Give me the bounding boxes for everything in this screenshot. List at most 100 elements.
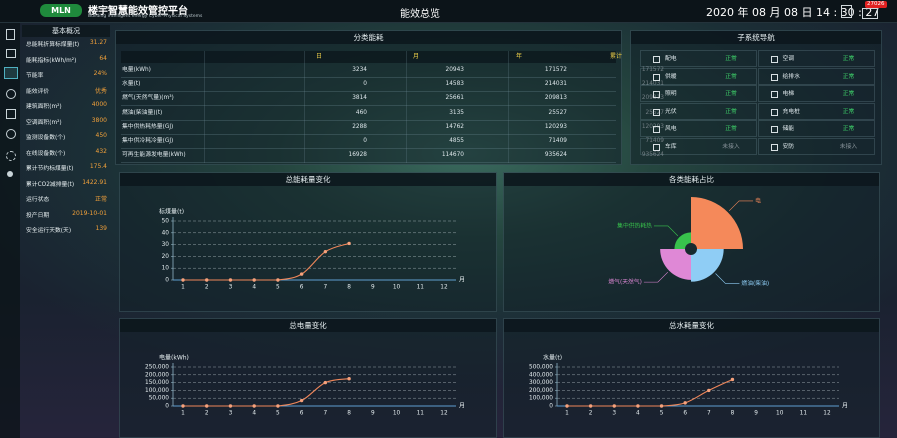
subsystem-cell[interactable]: 风电 正常 — [640, 120, 757, 137]
y-tick-label: 300,000 — [529, 380, 553, 386]
nav-icon[interactable] — [6, 109, 16, 119]
subsystem-status: 正常 — [725, 91, 737, 97]
subsystem-icon — [770, 73, 778, 81]
cell-value: 0 — [363, 138, 367, 144]
panel-title: 分类能耗 — [116, 31, 621, 44]
row-line — [121, 148, 616, 149]
cell-value: 3814 — [352, 95, 367, 102]
subsystem-cell[interactable]: 充电桩 正常 — [757, 102, 875, 120]
x-tick-label: 9 — [371, 285, 375, 291]
x-tick-label: 3 — [229, 411, 233, 417]
subsystem-cell[interactable]: 给排水 正常 — [757, 67, 875, 85]
overview-value: 1422.91 — [82, 178, 107, 186]
subsystem-name: 充电桩 — [782, 108, 800, 115]
y-axis-label: 水量(t) — [543, 354, 562, 362]
subsystem-cell[interactable]: 配电 正常 — [640, 50, 757, 67]
y-tick-label: 20 — [162, 254, 170, 260]
label-leader — [728, 200, 754, 212]
rose-segment — [691, 249, 724, 282]
subsystem-name: 光伏 — [665, 108, 677, 115]
data-point — [181, 278, 185, 282]
x-tick-label: 11 — [417, 285, 425, 291]
subsystem-name: 给排水 — [782, 73, 800, 80]
overview-label: 能耗指标(kWh/m²) — [26, 57, 77, 64]
subsystem-cell[interactable]: 供暖 正常 — [640, 67, 757, 85]
x-tick-label: 12 — [823, 411, 831, 417]
x-tick-label: 8 — [347, 285, 351, 291]
subsystem-cell[interactable]: 照明 正常 — [640, 85, 757, 102]
subsystem-cell[interactable]: 安防 未接入 — [757, 137, 875, 155]
subsystem-status: 正常 — [725, 56, 737, 62]
subsystem-name: 储能 — [782, 126, 795, 132]
row-line — [121, 162, 616, 164]
y-tick-label: 200,000 — [145, 372, 169, 378]
row-label: 水量(t) — [122, 81, 141, 88]
subsystem-icon — [653, 91, 660, 98]
chart-title: 总电量变化 — [120, 319, 496, 332]
subsystem-cell[interactable]: 电梯 正常 — [757, 85, 875, 102]
x-tick-label: 8 — [731, 411, 735, 417]
x-tick-label: 9 — [754, 411, 758, 417]
alarm-icon[interactable] — [862, 8, 878, 19]
cell-value: 14762 — [445, 123, 464, 130]
nav-icon[interactable] — [6, 29, 15, 40]
rose-segment — [691, 197, 743, 249]
subsystem-icon — [770, 91, 778, 98]
subsystem-name: 照明 — [665, 91, 677, 97]
subsystem-cell[interactable]: 光伏 正常 — [640, 102, 757, 120]
subsystem-status: 正常 — [842, 91, 855, 97]
y-axis-label: 标煤量(t) — [159, 208, 184, 216]
subsystem-cell[interactable]: 空调 正常 — [757, 50, 875, 67]
x-tick-label: 3 — [612, 411, 616, 417]
y-tick-label: 40 — [162, 230, 170, 236]
nav-icon[interactable] — [6, 49, 16, 58]
datetime: 2020 年 08 月 08 日 14 : 30 : 27 — [706, 6, 880, 19]
overview-label: 运行状态 — [26, 197, 50, 203]
subsystem-icon — [770, 143, 778, 151]
x-tick-label: 2 — [205, 285, 209, 291]
data-point — [299, 398, 304, 403]
user-icon[interactable] — [841, 5, 852, 18]
nav-icon[interactable] — [6, 129, 16, 139]
cell-value: 20943 — [445, 67, 464, 73]
nav-icon-active[interactable] — [4, 67, 18, 79]
data-point — [659, 404, 664, 408]
rose-segment — [674, 232, 691, 249]
subsystem-icon — [653, 56, 660, 63]
nav-icon[interactable] — [7, 171, 13, 177]
row-line — [121, 133, 616, 135]
column-header: 日 — [315, 53, 322, 60]
subsystem-cell[interactable]: 储能 正常 — [757, 120, 875, 137]
alarm-badge[interactable]: 27026 — [865, 1, 887, 8]
y-tick-label: 50,000 — [149, 396, 170, 402]
label-leader — [653, 225, 679, 237]
x-tick-label: 1 — [181, 285, 185, 291]
x-tick-label: 12 — [440, 411, 448, 417]
subsystem-status: 未接入 — [722, 143, 740, 150]
column-header: 年 — [515, 53, 522, 60]
cell-value: 460 — [355, 109, 367, 116]
chart-panel: 水量(t) 0 100,000 200,000 300,000 400,000 500,00… — [503, 318, 880, 438]
data-point — [276, 404, 280, 408]
nav-icon[interactable] — [6, 89, 16, 99]
cell-value: 25527 — [548, 109, 567, 116]
subsystem-cell[interactable]: 车库 未接入 — [640, 137, 757, 155]
cell-value: 4855 — [449, 138, 464, 144]
row-label: 燃气(天然气量)(m³) — [122, 95, 174, 102]
cell-value: 171572 — [544, 67, 567, 73]
row-label: 电量(kWh) — [122, 67, 151, 73]
subsystem-status: 正常 — [842, 56, 855, 62]
overview-value: 正常 — [94, 196, 107, 203]
overview-label: 监测设备数(个) — [26, 135, 66, 141]
y-tick-label: 500,000 — [529, 365, 553, 371]
nav-icon[interactable] — [6, 151, 16, 161]
subsystem-status: 正常 — [842, 73, 855, 80]
x-axis-unit: 月 — [459, 277, 465, 284]
row-line — [121, 105, 616, 107]
y-tick-label: 400,000 — [529, 372, 553, 378]
x-axis-unit: 月 — [842, 403, 848, 410]
panel-title: 基本概况 — [22, 25, 110, 37]
cell-value: 3234 — [352, 67, 367, 73]
data-point — [205, 278, 209, 282]
data-point — [707, 388, 711, 393]
